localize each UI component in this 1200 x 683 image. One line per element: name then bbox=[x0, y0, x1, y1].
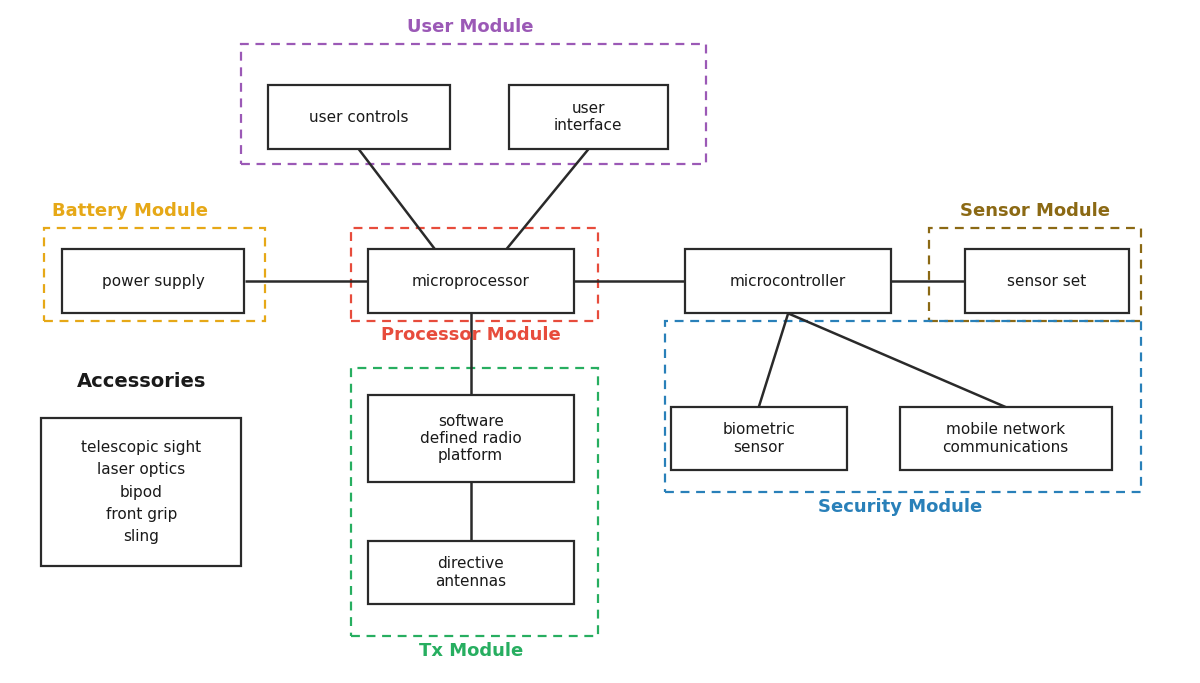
FancyBboxPatch shape bbox=[685, 249, 892, 313]
Text: Battery Module: Battery Module bbox=[52, 202, 208, 220]
Text: user controls: user controls bbox=[310, 110, 409, 125]
Text: user
interface: user interface bbox=[554, 101, 623, 133]
Text: mobile network
communications: mobile network communications bbox=[942, 422, 1069, 455]
Text: microprocessor: microprocessor bbox=[412, 274, 529, 289]
FancyBboxPatch shape bbox=[367, 395, 574, 482]
Text: Processor Module: Processor Module bbox=[380, 326, 560, 344]
Text: Security Module: Security Module bbox=[817, 499, 982, 516]
FancyBboxPatch shape bbox=[900, 407, 1111, 471]
Text: biometric
sensor: biometric sensor bbox=[722, 422, 796, 455]
FancyBboxPatch shape bbox=[41, 419, 241, 566]
FancyBboxPatch shape bbox=[509, 85, 667, 149]
Text: microcontroller: microcontroller bbox=[730, 274, 846, 289]
FancyBboxPatch shape bbox=[965, 249, 1129, 313]
FancyBboxPatch shape bbox=[671, 407, 847, 471]
FancyBboxPatch shape bbox=[268, 85, 450, 149]
Text: Sensor Module: Sensor Module bbox=[960, 202, 1110, 220]
Text: Accessories: Accessories bbox=[77, 372, 206, 391]
Text: power supply: power supply bbox=[102, 274, 204, 289]
Text: User Module: User Module bbox=[407, 18, 534, 36]
Text: directive
antennas: directive antennas bbox=[436, 556, 506, 589]
Text: telescopic sight
laser optics
bipod
front grip
sling: telescopic sight laser optics bipod fron… bbox=[82, 441, 202, 544]
Text: sensor set: sensor set bbox=[1007, 274, 1086, 289]
Text: Tx Module: Tx Module bbox=[419, 642, 523, 660]
FancyBboxPatch shape bbox=[367, 541, 574, 604]
FancyBboxPatch shape bbox=[367, 249, 574, 313]
Text: software
defined radio
platform: software defined radio platform bbox=[420, 414, 522, 464]
FancyBboxPatch shape bbox=[62, 249, 245, 313]
